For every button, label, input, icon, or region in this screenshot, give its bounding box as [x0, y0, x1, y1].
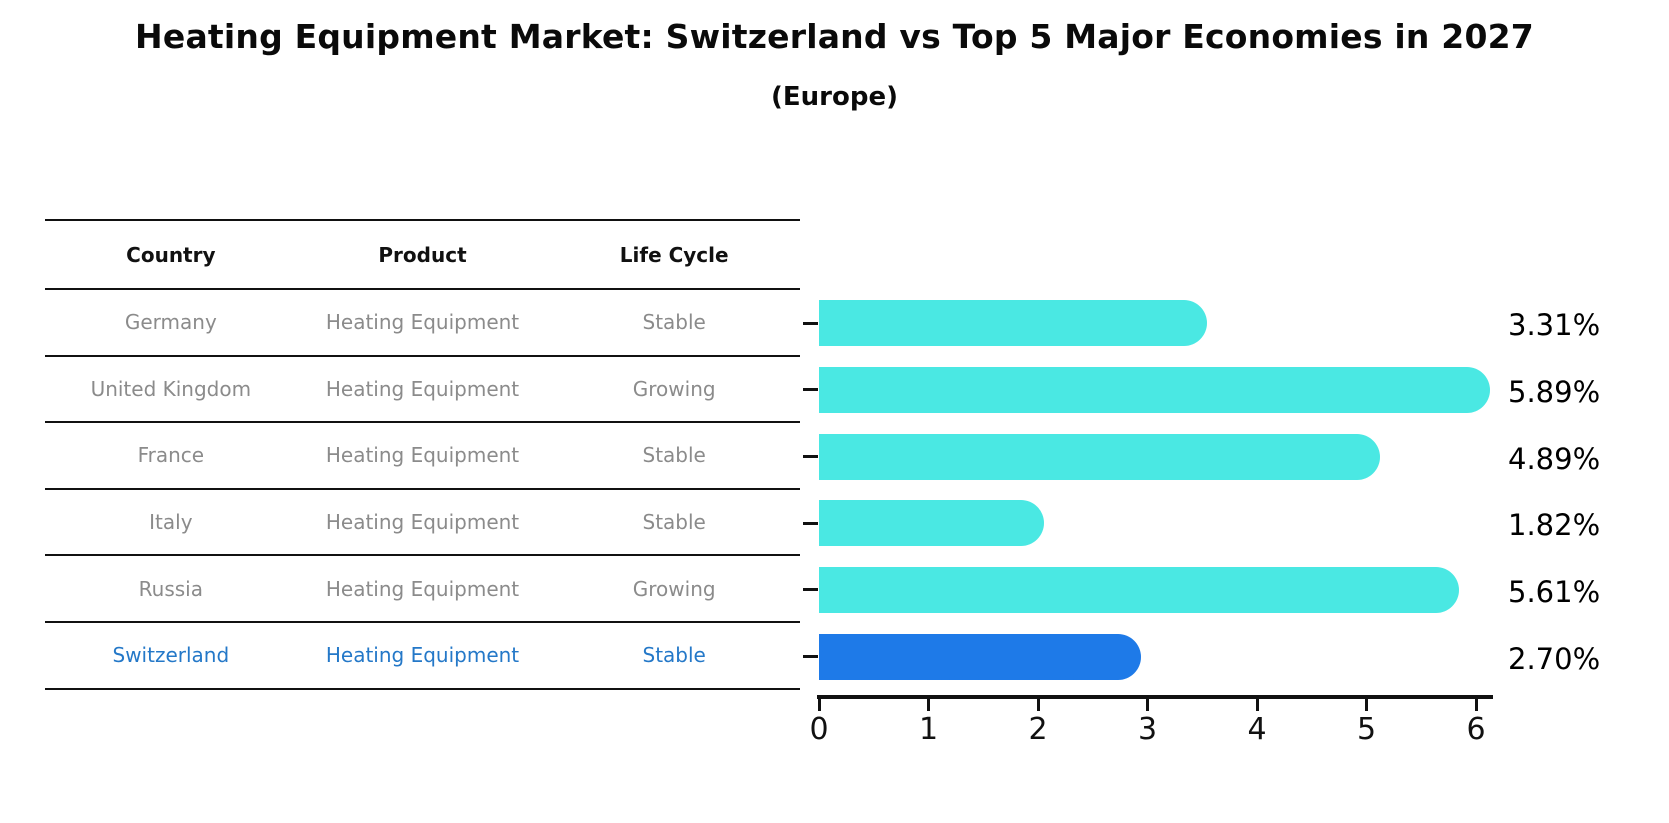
value-label-france: 4.89%: [1508, 441, 1601, 476]
cell-country: Russia: [138, 576, 203, 601]
cell-product: Heating Equipment: [325, 310, 520, 335]
y-tick-switzerland: [803, 655, 818, 659]
table-row-italy: Italy Heating Equipment Stable: [45, 490, 800, 557]
bar-switzerland: [819, 633, 1141, 680]
value-label-italy: 1.82%: [1508, 508, 1601, 543]
header-cell-country: Country: [126, 242, 216, 267]
table-row-switzerland: Switzerland Heating Equipment Stable: [45, 623, 800, 690]
cell-life-cycle: Growing: [632, 576, 716, 601]
value-label-switzerland: 2.70%: [1508, 641, 1601, 676]
table-row-united-kingdom: United Kingdom Heating Equipment Growing: [45, 357, 800, 424]
table-row-france: France Heating Equipment Stable: [45, 423, 800, 490]
bar-france: [819, 433, 1381, 480]
x-tick-label-0: 0: [809, 712, 829, 747]
x-tick-3: [1146, 698, 1149, 711]
y-tick-germany: [803, 321, 818, 325]
bar-united-kingdom: [819, 366, 1490, 413]
cell-life-cycle: Stable: [642, 310, 706, 335]
table-row-russia: Russia Heating Equipment Growing: [45, 556, 800, 623]
chart-title: Heating Equipment Market: Switzerland vs…: [135, 17, 1534, 56]
x-axis-line: [817, 695, 1493, 699]
cell-product: Heating Equipment: [325, 643, 520, 668]
table-row-germany: Germany Heating Equipment Stable: [45, 290, 800, 357]
x-tick-label-2: 2: [1028, 712, 1048, 747]
bar-germany: [819, 300, 1208, 347]
cell-country: France: [137, 443, 205, 468]
cell-country: Italy: [149, 510, 193, 535]
x-tick-0: [817, 698, 821, 711]
value-label-russia: 5.61%: [1508, 574, 1601, 609]
cell-country: United Kingdom: [90, 376, 252, 401]
cell-product: Heating Equipment: [325, 443, 520, 468]
chart-subtitle: (Europe): [771, 82, 898, 112]
header-cell-product: Product: [378, 242, 467, 267]
table-header-row: Country Product Life Cycle: [45, 219, 800, 290]
cell-life-cycle: Growing: [632, 376, 716, 401]
cell-life-cycle: Stable: [642, 510, 706, 535]
x-tick-label-6: 6: [1466, 712, 1486, 747]
value-label-germany: 3.31%: [1508, 308, 1601, 343]
cell-product: Heating Equipment: [325, 376, 520, 401]
cell-product: Heating Equipment: [325, 510, 520, 535]
cell-product: Heating Equipment: [325, 576, 520, 601]
value-label-united-kingdom: 5.89%: [1508, 374, 1601, 409]
cell-country: Germany: [124, 310, 217, 335]
x-tick-6: [1474, 698, 1478, 711]
y-tick-italy: [803, 521, 818, 525]
y-tick-russia: [803, 588, 818, 592]
x-tick-4: [1255, 698, 1259, 711]
y-tick-france: [803, 455, 818, 459]
cell-country: Switzerland: [112, 643, 230, 668]
x-tick-label-1: 1: [918, 712, 939, 747]
y-tick-united-kingdom: [803, 388, 818, 392]
bar-russia: [819, 566, 1460, 613]
bar-italy: [819, 500, 1045, 547]
cell-life-cycle: Stable: [642, 643, 706, 668]
x-tick-2: [1036, 698, 1040, 711]
x-tick-label-5: 5: [1356, 712, 1377, 747]
data-table: Country Product Life Cycle Germany Heating …: [45, 219, 800, 690]
x-tick-label-4: 4: [1247, 712, 1267, 747]
x-tick-5: [1365, 698, 1368, 711]
cell-life-cycle: Stable: [642, 443, 706, 468]
header-cell-life-cycle: Life Cycle: [619, 242, 729, 267]
x-tick-label-3: 3: [1137, 712, 1158, 747]
x-tick-1: [927, 698, 930, 711]
